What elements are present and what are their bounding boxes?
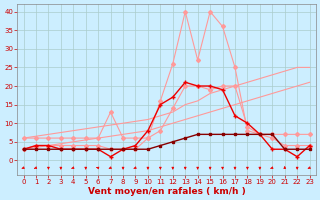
X-axis label: Vent moyen/en rafales ( km/h ): Vent moyen/en rafales ( km/h ) xyxy=(88,187,245,196)
